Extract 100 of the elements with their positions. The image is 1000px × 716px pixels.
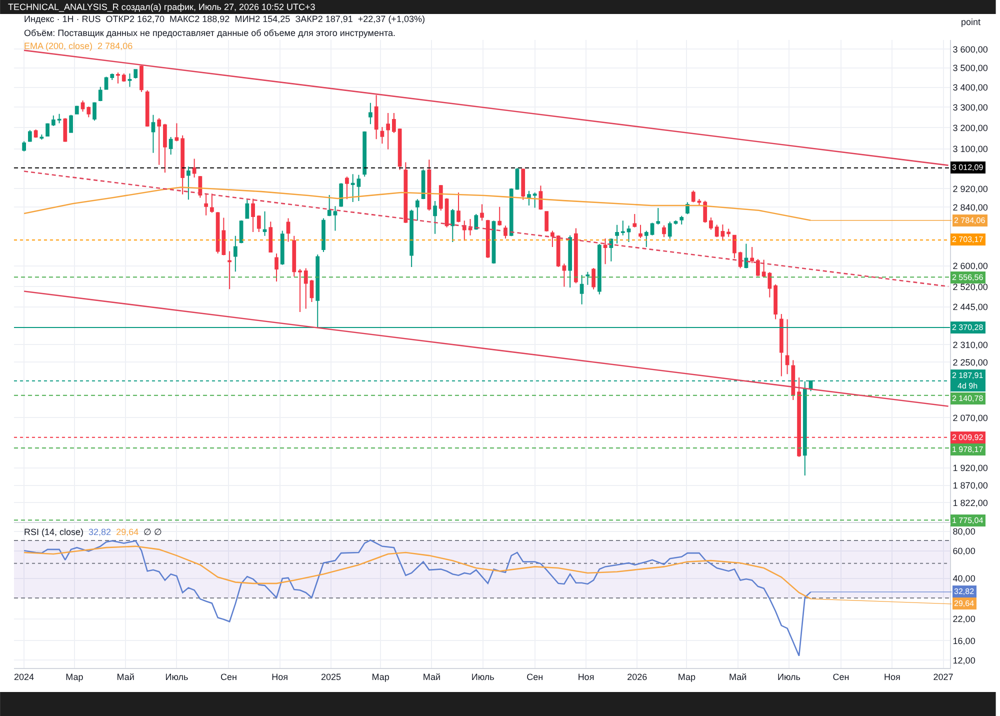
chart-title: RSI (14, close) bbox=[24, 527, 84, 537]
x-tick-label: Сен bbox=[526, 672, 544, 682]
candlestick bbox=[427, 159, 432, 212]
y-tick-label: 22,00 bbox=[952, 614, 976, 624]
y-tick-label: 2 600,00 bbox=[952, 261, 988, 272]
candlestick bbox=[562, 263, 566, 288]
x-tick-label: Сен bbox=[220, 672, 237, 682]
x-tick-label: Июль bbox=[165, 672, 188, 682]
candlestick bbox=[356, 174, 361, 202]
candlestick bbox=[163, 123, 167, 174]
candlestick bbox=[210, 193, 214, 214]
candlestick bbox=[709, 217, 713, 230]
candlestick bbox=[574, 228, 578, 284]
candlestick bbox=[386, 112, 390, 150]
x-tick-label: 2027 bbox=[933, 672, 954, 682]
candlestick bbox=[615, 224, 619, 244]
candlestick bbox=[350, 174, 355, 202]
candlestick bbox=[644, 230, 648, 248]
y-tick-label: 2 070,00 bbox=[952, 412, 988, 423]
candlestick bbox=[462, 220, 466, 242]
y-tick-label: 3 600,00 bbox=[952, 44, 988, 54]
x-tick-label: Ноя bbox=[884, 672, 900, 682]
candlestick bbox=[632, 213, 637, 228]
candlestick bbox=[40, 134, 44, 140]
candlestick bbox=[228, 250, 232, 290]
candlestick bbox=[268, 221, 273, 253]
ref-line-label: 2 009,92 bbox=[952, 433, 984, 442]
x-tick-label: Июль bbox=[471, 672, 495, 682]
candlestick bbox=[410, 209, 414, 268]
candlestick bbox=[368, 102, 372, 125]
candlestick bbox=[168, 136, 173, 156]
y-tick-label: 3 200,00 bbox=[952, 122, 988, 133]
y-tick-label: 2 920,00 bbox=[952, 184, 988, 194]
text: 32,82 bbox=[88, 527, 112, 537]
annotation: 2 784,06 bbox=[954, 216, 986, 225]
candlestick bbox=[638, 224, 642, 239]
candlestick bbox=[204, 194, 208, 216]
y-tick-label: 80,00 bbox=[952, 526, 976, 537]
x-tick-label: 2025 bbox=[321, 672, 342, 682]
x-tick-label: Май bbox=[728, 672, 747, 682]
y-tick-label: 3 300,00 bbox=[952, 102, 988, 112]
candlestick bbox=[438, 184, 443, 212]
candlestick bbox=[720, 224, 725, 242]
candlestick bbox=[174, 122, 179, 142]
chart-title: TECHNICAL_ANALYSIS_R создал(а) график, Июль 27, 2026 10:52 UTC+3 bbox=[8, 2, 316, 12]
ref-line-label: 2 370,28 bbox=[952, 323, 984, 332]
x-tick-label: Ноя bbox=[272, 672, 288, 682]
candlestick bbox=[609, 238, 614, 262]
ref-line-label: 1 978,17 bbox=[952, 445, 984, 454]
candlestick bbox=[46, 122, 50, 137]
candlestick bbox=[592, 267, 596, 290]
ref-line-label: 1 775,04 bbox=[952, 516, 984, 525]
text: EMA (200, close) bbox=[24, 41, 93, 51]
candlestick bbox=[180, 134, 185, 195]
candlestick bbox=[380, 126, 384, 144]
candlestick bbox=[362, 130, 367, 178]
candlestick bbox=[686, 202, 690, 215]
candlestick bbox=[456, 192, 460, 223]
candlestick bbox=[802, 380, 807, 476]
candlestick bbox=[415, 198, 420, 222]
candlestick bbox=[80, 100, 85, 112]
x-tick-label: 2024 bbox=[14, 672, 34, 682]
candlestick bbox=[251, 198, 255, 232]
text: 29,64 bbox=[116, 527, 139, 537]
candlestick bbox=[110, 72, 114, 81]
candlestick bbox=[480, 204, 484, 222]
candlestick bbox=[392, 112, 396, 134]
candlestick bbox=[603, 238, 608, 265]
y-tick-label: 2 520,00 bbox=[952, 282, 988, 292]
candlestick bbox=[222, 217, 226, 256]
y-tick-label: 40,00 bbox=[952, 574, 976, 584]
candlestick bbox=[468, 218, 472, 236]
candlestick bbox=[756, 258, 760, 277]
candlestick bbox=[738, 251, 742, 269]
candlestick bbox=[74, 105, 79, 115]
candlestick bbox=[345, 176, 349, 200]
ref-line-label: 2 556,56 bbox=[952, 273, 984, 282]
y-tick-label: 2 250,00 bbox=[952, 357, 988, 368]
candlestick bbox=[656, 208, 660, 225]
ref-line-label: 2 187,91 4d 9h bbox=[952, 371, 984, 390]
candlestick bbox=[732, 234, 736, 259]
candlestick bbox=[92, 102, 96, 122]
candlestick bbox=[28, 130, 32, 142]
candlestick bbox=[140, 65, 144, 92]
candlestick bbox=[398, 128, 402, 170]
candlestick bbox=[286, 218, 290, 242]
candlestick bbox=[316, 254, 320, 328]
y-tick-label: 1 920,00 bbox=[952, 462, 988, 473]
candlestick bbox=[116, 72, 120, 84]
candlestick bbox=[145, 90, 150, 128]
candlestick bbox=[192, 158, 196, 178]
candlestick bbox=[339, 182, 344, 208]
candlestick bbox=[256, 214, 261, 232]
annotation: 29,64 bbox=[954, 599, 975, 608]
y-tick-label: 3 100,00 bbox=[952, 144, 988, 154]
y-tick-label: 2 840,00 bbox=[952, 202, 988, 212]
candlestick bbox=[509, 188, 514, 237]
ref-line-label: 3 012,09 bbox=[952, 163, 984, 172]
y-tick-label: 1 822,00 bbox=[952, 498, 988, 508]
candlestick bbox=[322, 218, 326, 252]
